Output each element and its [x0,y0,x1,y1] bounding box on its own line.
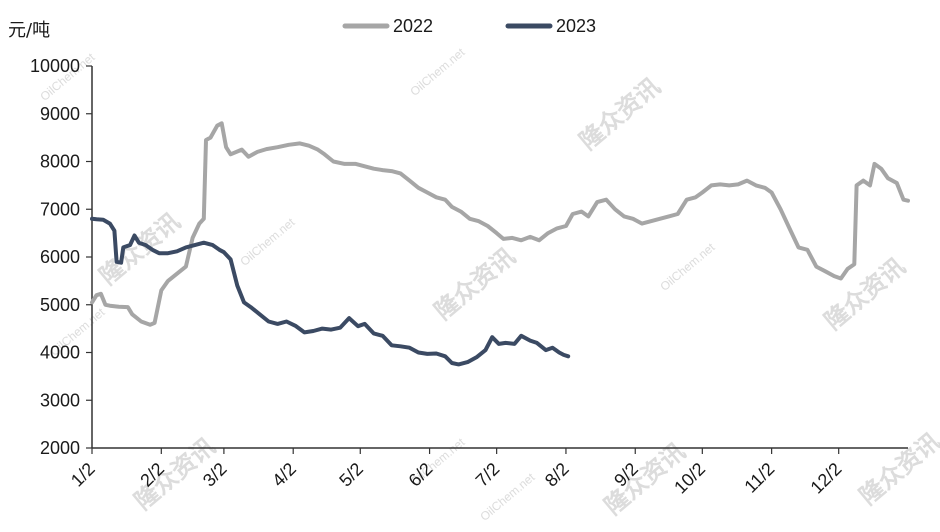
y-tick-label: 3000 [40,390,80,410]
x-tick-label: 7/2 [472,459,504,491]
series-layer [90,121,910,367]
y-tick-label: 7000 [40,199,80,219]
y-tick-label: 6000 [40,247,80,267]
legend: 2022 2023 [342,16,596,36]
watermark-brand: 隆众资讯 [574,72,666,155]
watermark-site: OilChem.net [407,45,468,99]
series-line-2023 [90,216,571,367]
y-tick-label: 5000 [40,295,80,315]
x-tick-label: 1/2 [67,459,99,491]
series-line-2022 [90,121,910,327]
y-axis: 2000 3000 4000 5000 6000 7000 8000 9000 10000 [30,56,93,458]
watermark-brand: 隆众资讯 [819,252,911,335]
y-tick-label: 2000 [40,438,80,458]
x-tick-label: 4/2 [268,459,300,491]
legend-label-2022: 2022 [393,16,433,36]
watermark-brand: 隆众资讯 [429,242,521,325]
x-tick-label: 11/2 [740,459,778,497]
y-tick-label: 4000 [40,343,80,363]
x-tick-label: 8/2 [541,459,573,491]
y-axis-unit-label: 元/吨 [8,20,50,41]
watermark-site: OilChem.net [657,240,718,294]
watermark-site: OilChem.net [237,215,298,269]
x-tick-label: 12/2 [807,459,846,498]
legend-label-2023: 2023 [556,16,596,36]
y-tick-label: 8000 [40,152,80,172]
y-tick-label: 9000 [40,104,80,124]
x-tick-label: 5/2 [335,459,367,491]
watermark-brand: 隆众资讯 [854,427,940,510]
y-tick-label: 10000 [30,56,80,76]
